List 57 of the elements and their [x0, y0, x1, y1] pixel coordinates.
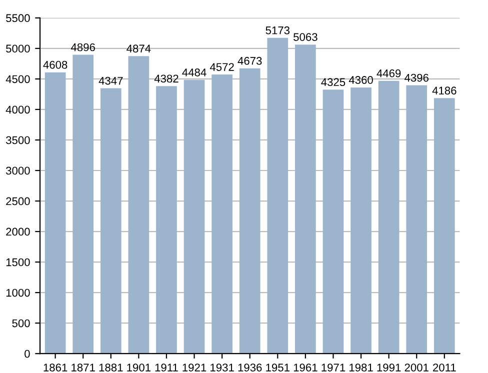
- bar: [295, 44, 316, 354]
- data-label: 4469: [376, 69, 401, 78]
- bar: [239, 68, 260, 354]
- bar: [350, 87, 372, 354]
- x-tick-label: 1881: [99, 364, 123, 372]
- bar: [100, 88, 122, 354]
- bar: [322, 90, 344, 354]
- x-tick-label: 1871: [72, 364, 95, 372]
- data-label: 5063: [294, 33, 318, 41]
- bar: [212, 74, 232, 354]
- y-tick-label: 1500: [6, 258, 30, 266]
- x-tick-label: 1961: [294, 364, 318, 372]
- bar: [156, 86, 177, 354]
- y-tick-label: 1000: [6, 288, 30, 297]
- data-label: 4186: [432, 86, 456, 95]
- y-tick-label: 2500: [6, 197, 30, 206]
- data-label: 4347: [98, 76, 123, 85]
- bar: [72, 54, 94, 354]
- data-label: 4673: [238, 56, 262, 65]
- y-tick-label: 2000: [6, 228, 30, 236]
- x-tick-label: 1951: [266, 364, 290, 372]
- bar: [128, 56, 150, 354]
- data-label: 4325: [321, 78, 346, 86]
- data-label: 4874: [126, 44, 151, 53]
- x-tick-label: 1921: [182, 364, 206, 372]
- bar: [184, 80, 205, 354]
- x-tick-label: 1901: [127, 364, 150, 372]
- x-tick-label: 1981: [350, 364, 373, 372]
- data-label: 4572: [210, 63, 234, 71]
- data-label: 4608: [43, 60, 68, 69]
- data-label: 5173: [266, 26, 290, 34]
- x-tick-label: 1931: [210, 364, 234, 372]
- data-label: 4382: [154, 74, 178, 83]
- x-tick-label: 2001: [404, 364, 428, 372]
- y-tick-label: 4500: [6, 75, 30, 84]
- data-label: 4360: [348, 76, 373, 84]
- data-label: 4896: [70, 43, 95, 52]
- bar: [406, 85, 428, 354]
- x-tick-label: 1936: [238, 364, 262, 372]
- y-tick-label: 3000: [6, 166, 30, 175]
- x-tick-label: 1911: [155, 364, 178, 372]
- y-tick-label: 3500: [6, 136, 30, 144]
- bar: [267, 38, 288, 354]
- y-tick-label: 5000: [6, 44, 30, 53]
- bar: [44, 72, 66, 354]
- x-tick-label: 2011: [433, 364, 456, 372]
- x-tick-label: 1991: [377, 364, 401, 372]
- bar: [378, 80, 400, 354]
- y-tick-label: 4000: [6, 106, 30, 114]
- y-tick-label: 500: [12, 319, 30, 328]
- x-tick-label: 1971: [322, 364, 346, 372]
- data-label: 4396: [404, 74, 428, 82]
- x-tick-label: 1861: [44, 364, 68, 372]
- bar: [434, 98, 455, 354]
- y-tick-label: 5500: [6, 14, 30, 22]
- data-label: 4484: [182, 68, 206, 76]
- y-tick-label: 0: [24, 350, 30, 358]
